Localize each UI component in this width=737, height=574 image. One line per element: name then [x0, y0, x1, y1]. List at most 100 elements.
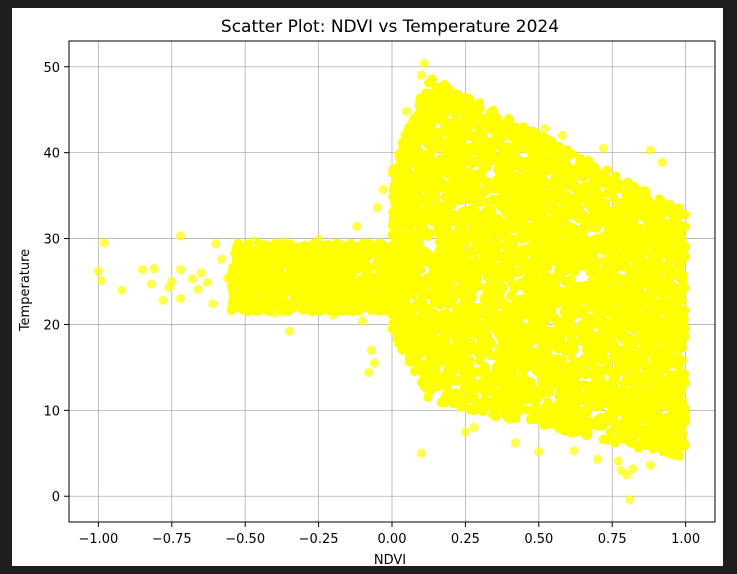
scatter-point [536, 209, 547, 220]
scatter-point [477, 331, 487, 341]
scatter-point [631, 238, 641, 248]
scatter-point [424, 101, 435, 111]
scatter-point [630, 228, 640, 238]
scatter-point [509, 123, 520, 133]
scatter-point [533, 261, 543, 271]
scatter-point [573, 397, 583, 407]
scatter-point [449, 155, 459, 165]
scatter-point [363, 261, 373, 272]
scatter-point [420, 362, 430, 372]
scatter-point [471, 319, 481, 329]
scatter-point [605, 251, 616, 261]
scatter-point [432, 220, 442, 230]
scatter-point [665, 279, 676, 289]
scatter-point [589, 194, 599, 204]
scatter-point [404, 260, 414, 270]
scatter-point [403, 152, 413, 162]
scatter-point [641, 377, 652, 387]
scatter-point [485, 238, 495, 248]
scatter-point [624, 412, 634, 422]
scatter-point [226, 305, 236, 315]
scatter-point [399, 217, 409, 227]
scatter-point [587, 313, 597, 323]
scatter-point [318, 269, 328, 279]
scatter-point [613, 318, 623, 328]
scatter-point [289, 280, 300, 291]
scatter-point [586, 416, 596, 427]
scatter-point [460, 206, 470, 216]
scatter-point [276, 253, 286, 264]
scatter-point [393, 162, 403, 172]
scatter-point [630, 302, 640, 312]
scatter-point [426, 169, 437, 179]
scatter-point [508, 209, 518, 220]
chart-title: Scatter Plot: NDVI vs Temperature 2024 [221, 17, 559, 37]
scatter-point [672, 232, 682, 242]
scatter-point [536, 149, 546, 159]
scatter-point [501, 353, 511, 363]
scatter-point [316, 245, 326, 255]
scatter-point [376, 293, 386, 303]
scatter-point [563, 305, 573, 316]
scatter-point [394, 310, 404, 320]
scatter-point [260, 242, 271, 252]
scatter-point [483, 198, 493, 208]
scatter-point [609, 354, 620, 364]
scatter-point [421, 176, 431, 187]
scatter-point [481, 113, 491, 124]
scatter-point [581, 235, 591, 245]
scatter-point [440, 229, 450, 239]
scatter-point [502, 129, 512, 139]
scatter-point [461, 354, 471, 364]
scatter-point [479, 253, 490, 263]
scatter-point [463, 385, 473, 395]
scatter-point [560, 218, 570, 229]
scatter-point [532, 221, 542, 231]
scatter-point [655, 260, 665, 270]
scatter-point [662, 302, 673, 312]
scatter-point [381, 241, 391, 252]
scatter-point [506, 341, 516, 351]
scatter-point [600, 168, 611, 178]
scatter-point [680, 283, 690, 293]
scatter-point [493, 262, 503, 273]
scatter-point [415, 93, 425, 104]
scatter-point [229, 286, 239, 297]
scatter-point [548, 197, 558, 208]
scatter-point [524, 194, 534, 204]
scatter-point [521, 283, 531, 294]
scatter-point [390, 266, 400, 277]
scatter-point [574, 296, 585, 306]
scatter-point [525, 178, 535, 188]
scatter-point [424, 386, 435, 396]
scatter-point [637, 274, 647, 284]
scatter-point [306, 266, 316, 277]
scatter-point [347, 242, 357, 252]
scatter-point [423, 231, 433, 242]
scatter-point [465, 363, 475, 374]
scatter-point [416, 135, 426, 145]
scatter-point [511, 296, 521, 306]
scatter-point [433, 382, 443, 392]
scatter-point [243, 306, 253, 317]
scatter-point [484, 264, 494, 274]
scatter-point [485, 308, 496, 319]
scatter-point [487, 315, 497, 326]
scatter-point [268, 272, 278, 283]
scatter-point [399, 283, 410, 293]
scatter-point [579, 305, 589, 315]
scatter-point [418, 124, 428, 135]
scatter-point [452, 304, 462, 314]
scatter-point [662, 340, 672, 350]
scatter-point [547, 300, 557, 310]
scatter-point [597, 338, 608, 348]
scatter-point [624, 403, 634, 413]
scatter-point [461, 300, 471, 310]
scatter-point [565, 235, 576, 246]
scatter-point [461, 250, 472, 260]
scatter-point [660, 331, 670, 341]
scatter-point [466, 191, 476, 201]
scatter-point [400, 167, 410, 177]
scatter-point [554, 270, 565, 280]
scatter-point [431, 82, 441, 92]
